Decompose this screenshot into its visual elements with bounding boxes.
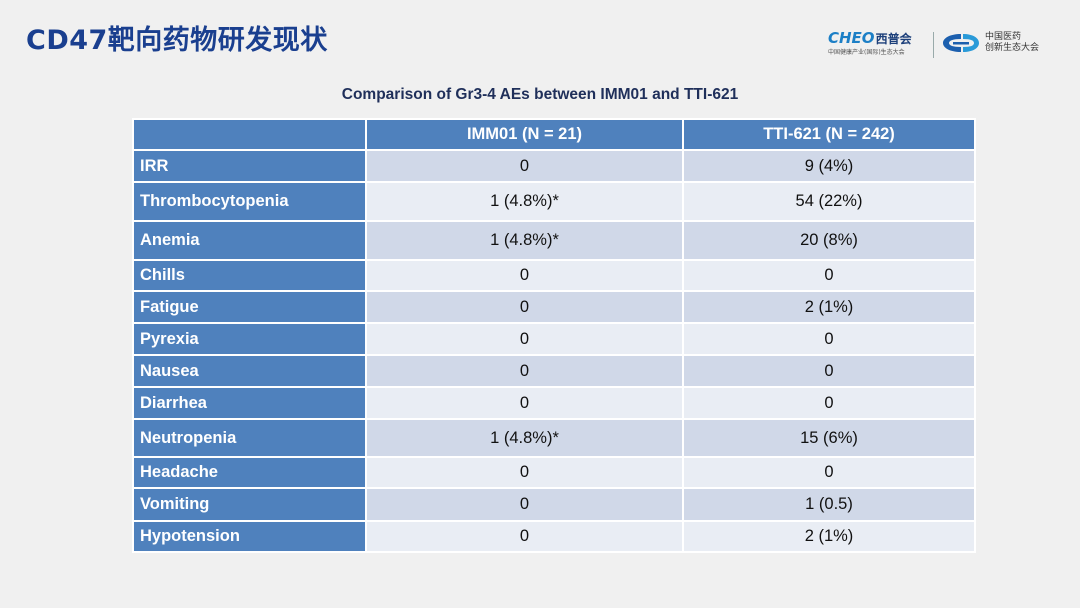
- tti621-value: 0: [682, 386, 976, 420]
- tti621-value: 15 (6%): [682, 418, 976, 458]
- table-row: Fatigue 0 2 (1%): [132, 290, 976, 324]
- imm01-value: 1 (4.8%)*: [365, 418, 684, 458]
- table-row: Hypotension 0 2 (1%): [132, 520, 976, 553]
- imm01-value: 0: [365, 386, 684, 420]
- tti621-value: 9 (4%): [682, 149, 976, 183]
- cheo-logo-brand-cn: 西普会: [875, 32, 912, 46]
- tti621-value: 0: [682, 456, 976, 489]
- ae-name: Pyrexia: [132, 322, 367, 356]
- imm01-value: 0: [365, 354, 684, 388]
- cheo-logo-brand: CHEO西普会: [828, 30, 928, 47]
- cheo-logo: CHEO西普会 中国健康产业(国际)生态大会: [828, 30, 928, 56]
- forum-logo-text: 中国医药 创新生态大会: [985, 32, 1039, 54]
- table-row: Thrombocytopenia 1 (4.8%)* 54 (22%): [132, 181, 976, 222]
- header-tti621: TTI-621 (N = 242): [682, 118, 976, 151]
- table-caption: Comparison of Gr3-4 AEs between IMM01 an…: [341, 86, 739, 103]
- cheo-logo-brand-text: CHEO: [828, 29, 875, 47]
- tti621-value: 0: [682, 354, 976, 388]
- imm01-value: 0: [365, 149, 684, 183]
- table-row: Nausea 0 0: [132, 354, 976, 388]
- ae-name: Neutropenia: [132, 418, 367, 458]
- ae-comparison-table: IMM01 (N = 21) TTI-621 (N = 242) IRR 0 9…: [132, 118, 976, 553]
- ae-name: Fatigue: [132, 290, 367, 324]
- tti621-value: 0: [682, 259, 976, 292]
- table-row: Diarrhea 0 0: [132, 386, 976, 420]
- table-row: Neutropenia 1 (4.8%)* 15 (6%): [132, 418, 976, 458]
- table-row: Anemia 1 (4.8%)* 20 (8%): [132, 220, 976, 261]
- header-ae: [132, 118, 367, 151]
- ae-name: Anemia: [132, 220, 367, 261]
- imm01-value: 0: [365, 456, 684, 489]
- table-row: Vomiting 0 1 (0.5): [132, 487, 976, 522]
- tti621-value: 54 (22%): [682, 181, 976, 222]
- ae-name: Nausea: [132, 354, 367, 388]
- ae-name: Chills: [132, 259, 367, 292]
- tti621-value: 2 (1%): [682, 520, 976, 553]
- slide-title: CD47靶向药物研发现状: [26, 25, 328, 56]
- table-row: Chills 0 0: [132, 259, 976, 292]
- imm01-value: 0: [365, 259, 684, 292]
- cheo-logo-subtitle: 中国健康产业(国际)生态大会: [828, 49, 905, 56]
- ae-name: IRR: [132, 149, 367, 183]
- table-row: IRR 0 9 (4%): [132, 149, 976, 183]
- header-imm01: IMM01 (N = 21): [365, 118, 684, 151]
- imm01-value: 0: [365, 322, 684, 356]
- logo-divider: [933, 32, 934, 58]
- ae-name: Diarrhea: [132, 386, 367, 420]
- ae-name: Headache: [132, 456, 367, 489]
- imm01-value: 1 (4.8%)*: [365, 220, 684, 261]
- forum-logo-icon: [943, 34, 979, 52]
- tti621-value: 20 (8%): [682, 220, 976, 261]
- forum-logo-line2: 创新生态大会: [985, 43, 1040, 53]
- table-header-row: IMM01 (N = 21) TTI-621 (N = 242): [132, 118, 976, 151]
- table-row: Headache 0 0: [132, 456, 976, 489]
- imm01-value: 0: [365, 487, 684, 522]
- ae-name: Hypotension: [132, 520, 367, 553]
- imm01-value: 0: [365, 290, 684, 324]
- ae-name: Thrombocytopenia: [132, 181, 367, 222]
- imm01-value: 1 (4.8%)*: [365, 181, 684, 222]
- tti621-value: 1 (0.5): [682, 487, 976, 522]
- forum-logo: 中国医药 创新生态大会: [941, 32, 1039, 54]
- imm01-value: 0: [365, 520, 684, 553]
- tti621-value: 2 (1%): [682, 290, 976, 324]
- tti621-value: 0: [682, 322, 976, 356]
- ae-name: Vomiting: [132, 487, 367, 522]
- table-row: Pyrexia 0 0: [132, 322, 976, 356]
- forum-logo-line1: 中国医药: [985, 32, 1022, 42]
